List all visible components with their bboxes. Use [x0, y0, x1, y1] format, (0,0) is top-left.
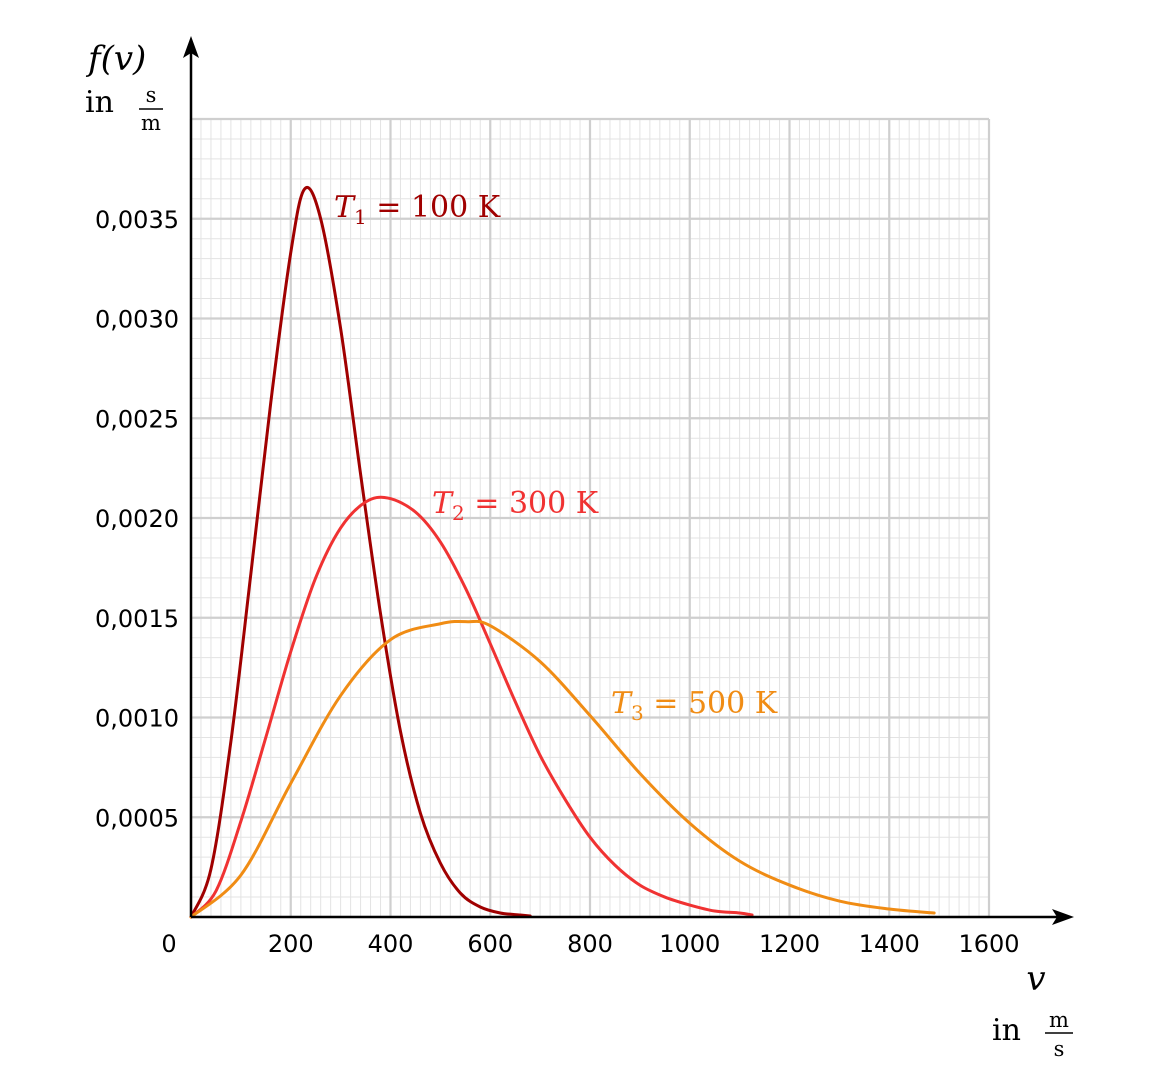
x-tick-label: 1000	[659, 930, 720, 958]
y-tick-label: 0,0005	[95, 804, 179, 832]
curves	[189, 186, 936, 919]
x-axis-symbol: v	[1026, 959, 1045, 999]
x-tick-label: 1600	[958, 930, 1019, 958]
y-axis-unit-numerator: s	[146, 83, 157, 107]
x-tick-label: 200	[268, 930, 314, 958]
y-tick-label: 0,0015	[95, 605, 179, 633]
svg-text:f(v): f(v)	[85, 39, 146, 79]
x-tick-label: 1200	[759, 930, 820, 958]
x-tick-labels: 0 200 400 600 800 1000 1200 1400 1600	[161, 930, 1019, 958]
y-axis-unit-denominator: m	[141, 111, 161, 135]
y-tick-label: 0,0035	[95, 206, 179, 234]
y-axis-label: f(v) in s m	[85, 39, 163, 135]
series-label-1: T1 = 100 K	[334, 190, 501, 229]
series-line-3	[189, 619, 936, 919]
x-axis-label: v in m s	[992, 959, 1073, 1061]
y-axis-unit-prefix: in	[85, 85, 114, 120]
y-tick-label: 0,0025	[95, 405, 179, 433]
x-axis-unit-denominator: s	[1054, 1037, 1065, 1061]
x-tick-label: 600	[467, 930, 513, 958]
y-axis-arrowhead	[183, 36, 199, 58]
x-axis-unit-prefix: in	[992, 1013, 1021, 1048]
y-tick-label: 0,0020	[95, 505, 179, 533]
x-tick-label: 1400	[859, 930, 920, 958]
series-line-1	[189, 186, 532, 919]
x-axis-arrowhead	[1052, 909, 1074, 925]
x-axis-unit-numerator: m	[1049, 1008, 1069, 1032]
y-tick-label: 0,0030	[95, 306, 179, 334]
series-labels: T1 = 100 K T2 = 300 K T3 = 500 K	[334, 190, 778, 725]
y-tick-label: 0,0010	[95, 705, 179, 733]
y-axis-symbol: f(v)	[85, 39, 146, 79]
axes	[183, 36, 1074, 925]
series-line-2	[189, 495, 754, 919]
series-label-2: T2 = 300 K	[432, 486, 599, 525]
x-tick-label: 800	[567, 930, 613, 958]
y-tick-labels: 0,0005 0,0010 0,0015 0,0020 0,0025 0,0030 0,00…	[95, 206, 179, 833]
x-tick-label: 400	[368, 930, 414, 958]
x-tick-label: 0	[161, 930, 176, 958]
series-label-3: T3 = 500 K	[611, 686, 778, 725]
